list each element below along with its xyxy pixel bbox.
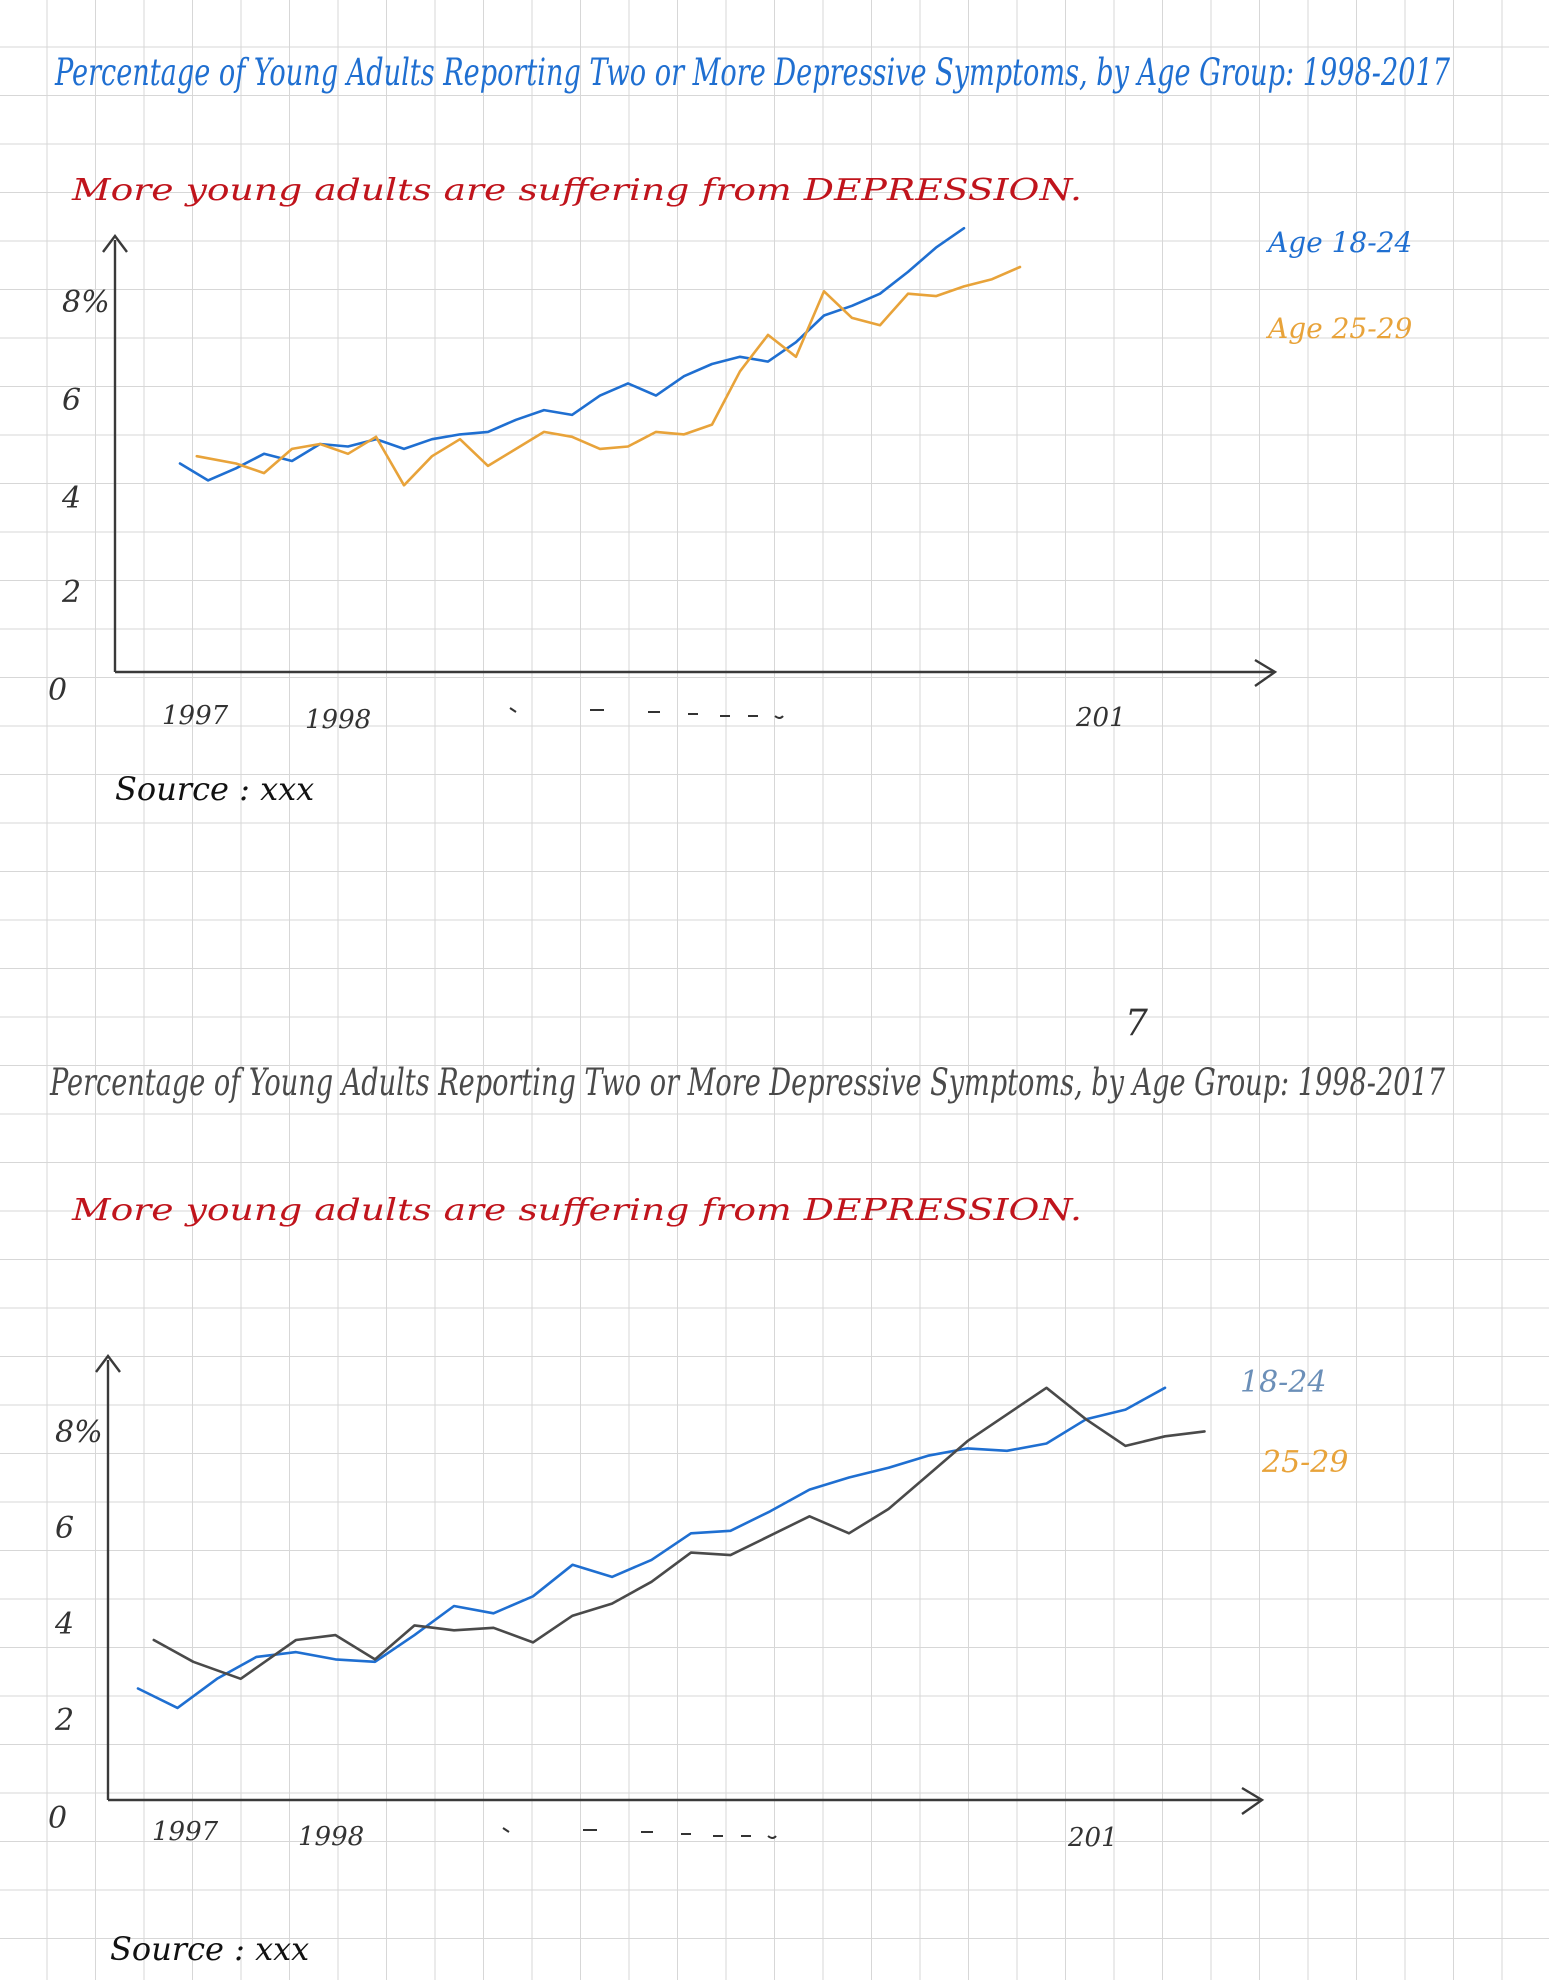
y-tick-label: 2 [54, 1703, 74, 1738]
series-line-1 [178, 226, 966, 482]
y-tick-label: 6 [55, 1511, 74, 1546]
legend-label-series-2: Age 25-29 [1265, 312, 1412, 345]
y-axis [95, 1354, 121, 1800]
y-tick-label: 6 [62, 383, 81, 418]
chart-subtitle: More young adults are suffering from DEP… [71, 1193, 1082, 1228]
y-tick-label: 2 [61, 575, 81, 610]
stray-mark: 7 [1125, 1003, 1148, 1044]
source-note: Source : xxx [110, 1930, 309, 1968]
y-tick-label: 0 [48, 673, 67, 708]
x-tick-ellipsis [509, 707, 784, 719]
x-axis [115, 658, 1278, 687]
x-tick-label: 1998 [305, 705, 371, 735]
y-axis [102, 234, 128, 672]
x-tick-ellipsis [502, 1827, 777, 1839]
y-tick-label: 4 [61, 481, 81, 516]
x-tick-label: 201 [1067, 1823, 1118, 1853]
chart-title: Percentage of Young Adults Reporting Two… [54, 51, 1450, 94]
y-tick-label: 4 [54, 1607, 74, 1642]
legend-label-series-1: 18-24 [1240, 1365, 1326, 1400]
chart-title: Percentage of Young Adults Reporting Two… [49, 1061, 1445, 1104]
x-tick-label: 1997 [162, 701, 229, 731]
series-line-1 [136, 1386, 1167, 1710]
legend-label-series-1: Age 18-24 [1265, 226, 1412, 259]
y-tick-label: 0 [48, 1801, 67, 1836]
y-tick-label: 8% [55, 1415, 103, 1450]
y-tick-label: 8% [62, 285, 110, 320]
chart-subtitle: More young adults are suffering from DEP… [71, 173, 1082, 208]
series-line-2 [195, 265, 1022, 487]
chart-2: 7 Percentage of Young Adults Reporting T… [48, 1003, 1445, 1968]
x-axis [108, 1786, 1265, 1815]
series-line-2 [152, 1386, 1206, 1681]
source-note: Source : xxx [115, 770, 314, 808]
x-tick-label: 1997 [152, 1817, 219, 1847]
x-tick-label: 201 [1075, 703, 1126, 733]
chart-1: Percentage of Young Adults Reporting Two… [48, 51, 1450, 808]
x-tick-label: 1998 [298, 1822, 364, 1852]
legend-label-series-2: 25-29 [1261, 1445, 1348, 1480]
